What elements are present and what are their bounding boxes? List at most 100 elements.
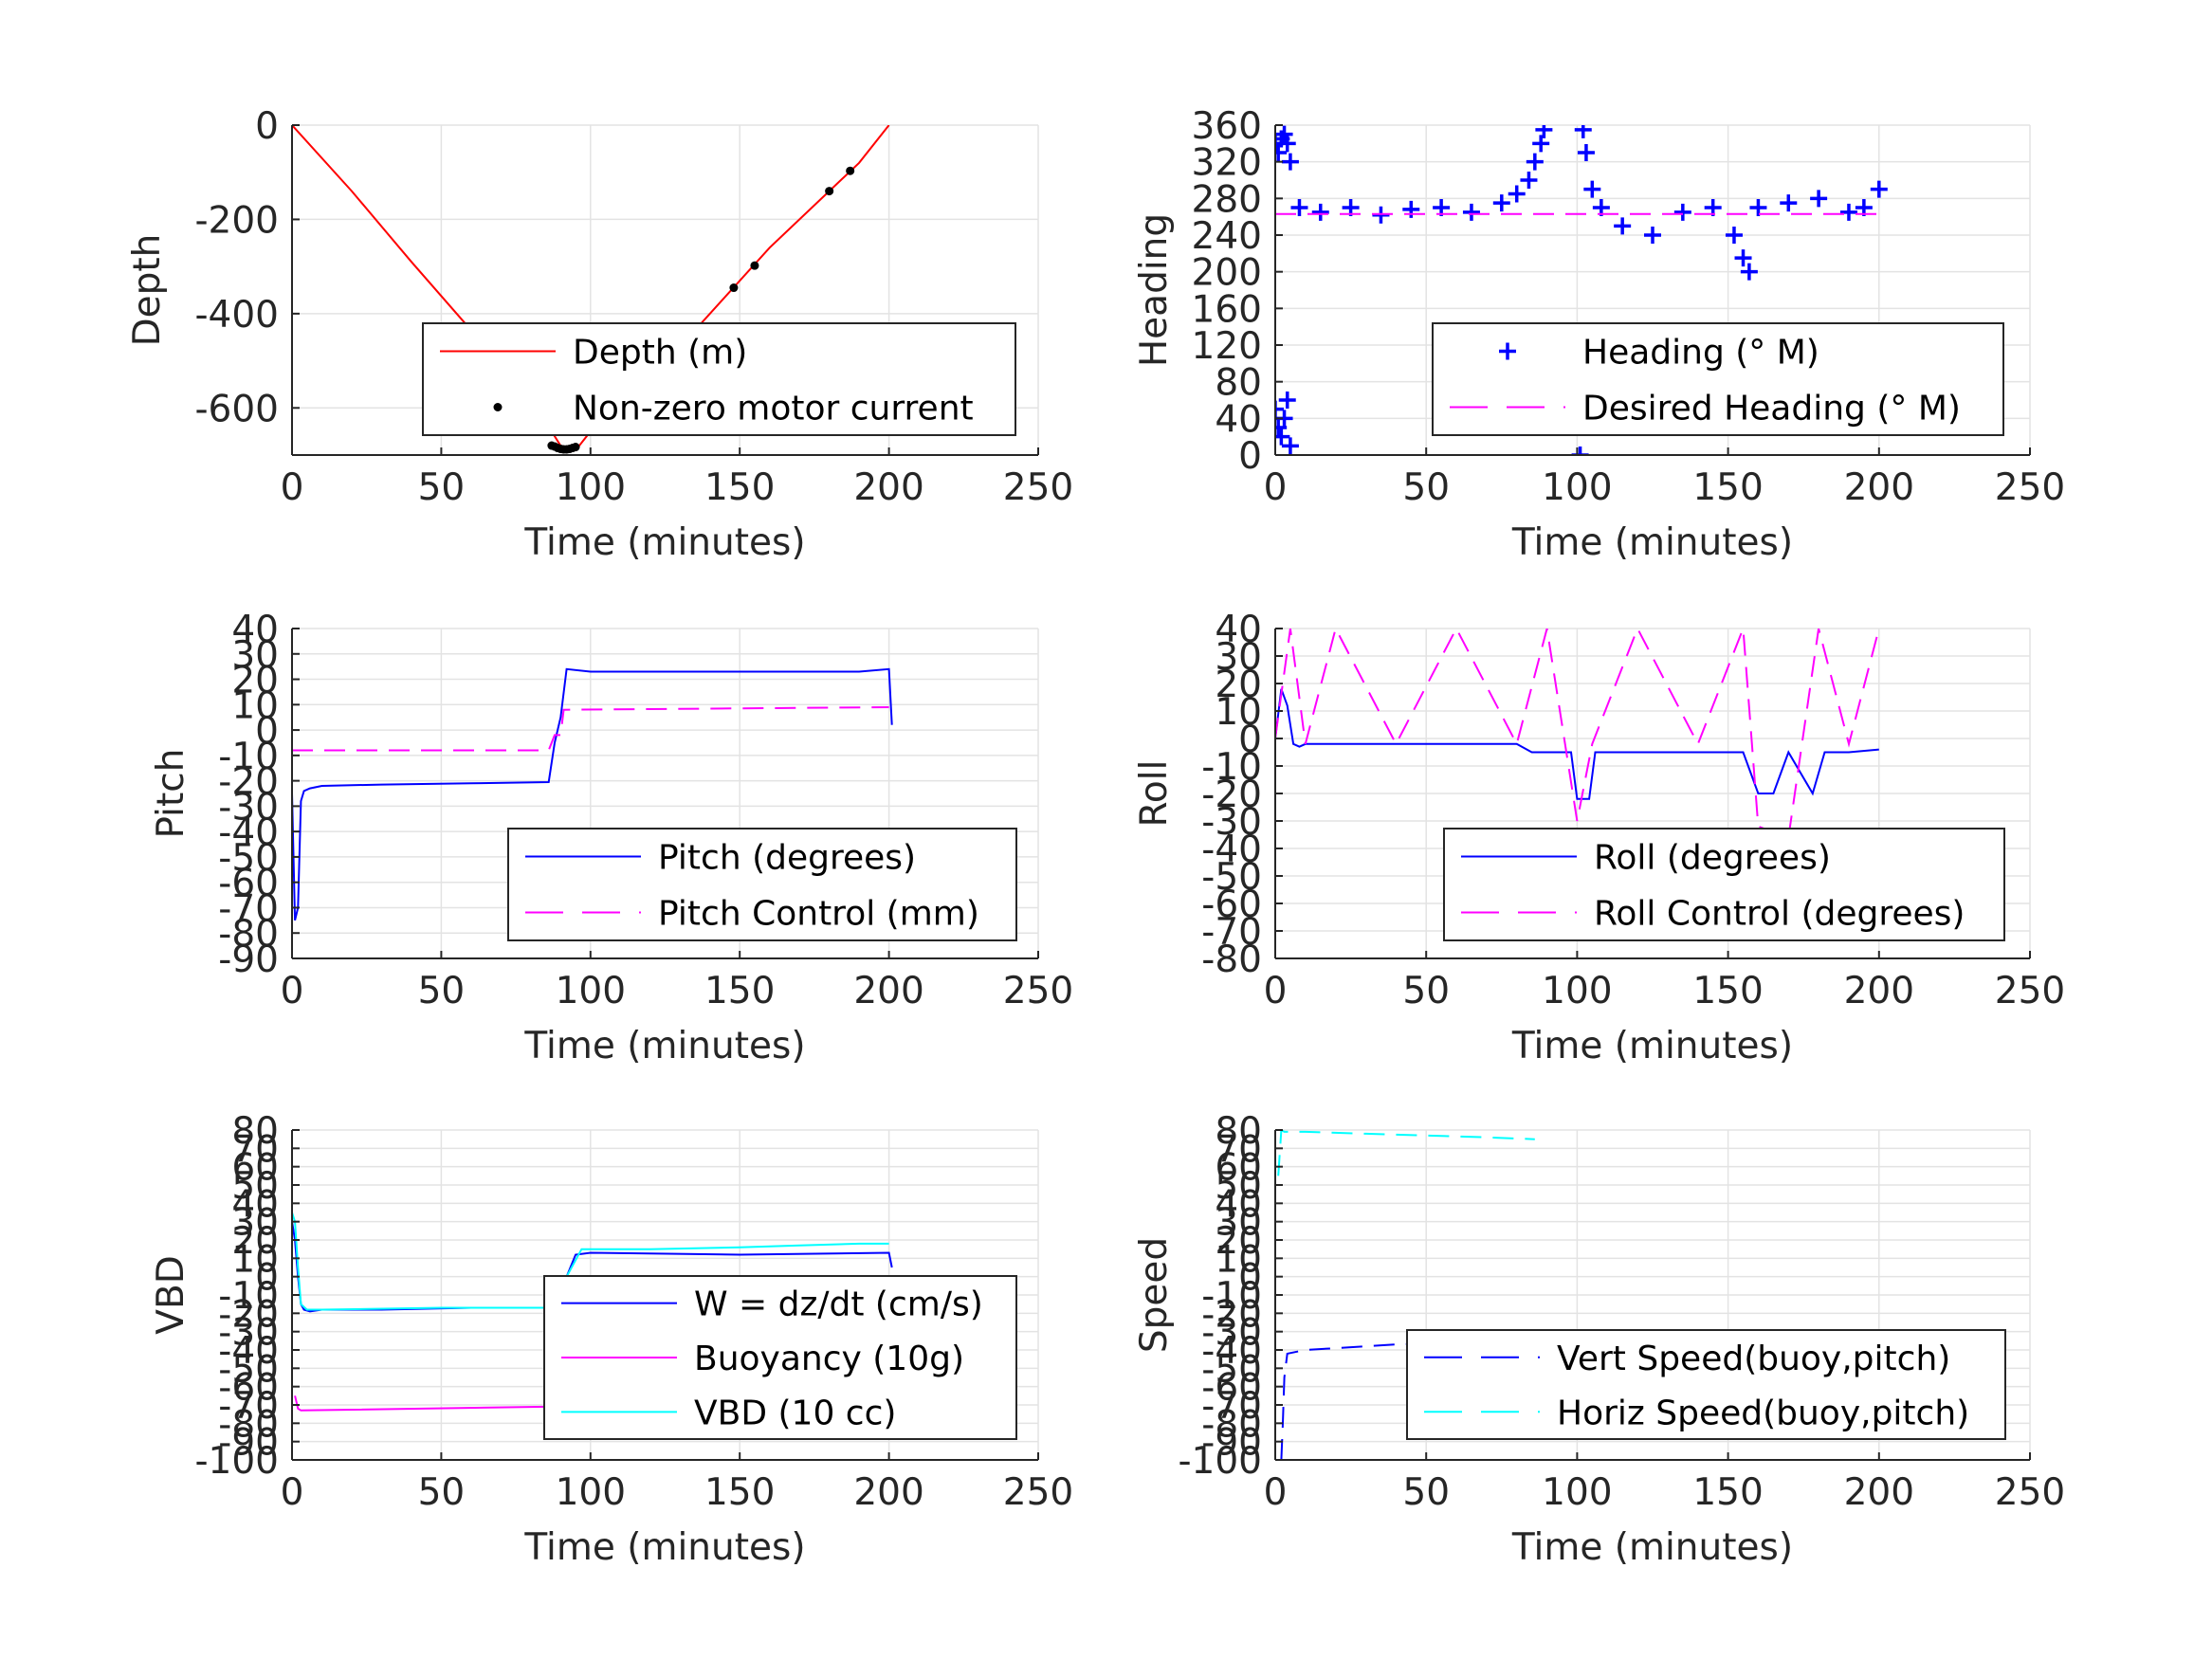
heading-series-0-point: [1311, 203, 1329, 221]
depth-series-1-point: [825, 187, 834, 196]
pitch-y-tick-label: -60: [218, 863, 279, 905]
heading-series-0-point: [1532, 135, 1550, 153]
pitch-y-tick-label: -40: [218, 811, 279, 854]
vbd-y-tick-label: -100: [194, 1440, 279, 1483]
depth-legend-label: Depth (m): [573, 334, 747, 373]
pitch-series-group: [292, 667, 893, 921]
heading-series-0-point: [1749, 199, 1767, 216]
speed-y-tick-label: -60: [1201, 1367, 1262, 1410]
roll-y-tick-label: -80: [1201, 939, 1262, 981]
roll-y-tick-label: -60: [1201, 884, 1262, 926]
depth-y-tick-label: -200: [194, 199, 279, 242]
pitch-y-tick-label: 40: [231, 609, 279, 651]
speed-x-tick-label: 250: [1995, 1471, 2065, 1514]
vbd-x-tick-label: 150: [704, 1471, 775, 1514]
pitch-x-tick-label: 200: [853, 970, 923, 1012]
chart-pitch: 0 50 100 150 200 250403020100-10-20-30-40-50-…: [150, 609, 1073, 1067]
heading-y-tick-label: 280: [1192, 178, 1262, 221]
vbd-y-tick-label: -60: [218, 1367, 279, 1410]
pitch-legend-box: [507, 828, 1017, 941]
heading-series-0-point: [1281, 437, 1299, 455]
heading-y-tick-label: 80: [1215, 362, 1262, 405]
depth-series-0-line: [292, 125, 890, 452]
roll-series-group: [1275, 629, 1880, 839]
depth-x-tick-label: 50: [418, 466, 466, 509]
heading-series-0-point: [1275, 144, 1288, 161]
speed-y-tick-label: 50: [1215, 1165, 1262, 1208]
roll-legend: Roll (degrees) Roll Control (degrees): [1443, 828, 2005, 941]
speed-y-axis-label: Speed: [1133, 1237, 1176, 1353]
heading-series-0-point: [1571, 447, 1589, 455]
heading-y-tick-label: 240: [1192, 215, 1262, 258]
heading-series-0-point: [1526, 153, 1544, 171]
vbd-y-tick-label: -40: [218, 1330, 279, 1373]
speed-y-tick-label: 80: [1215, 1110, 1262, 1153]
chart-heading: 0 50 100 150 200 2500408012016020024028032036…: [1133, 105, 2065, 564]
pitch-y-tick-label: 10: [231, 684, 279, 727]
roll-y-tick-label: 10: [1215, 691, 1262, 734]
vbd-y-tick-label: -70: [218, 1385, 279, 1428]
depth-series-1-point: [729, 283, 739, 293]
pitch-x-tick-label: 100: [556, 970, 626, 1012]
vbd-y-tick-label: -90: [218, 1422, 279, 1465]
pitch-x-tick-label: 0: [281, 970, 304, 1012]
pitch-y-tick-label: 30: [231, 634, 279, 677]
vbd-x-tick-label: 0: [281, 1471, 304, 1514]
heading-x-tick-label: 100: [1542, 466, 1612, 509]
speed-y-tick-label: -80: [1201, 1403, 1262, 1446]
depth-x-axis-label: Time (minutes): [523, 521, 805, 564]
chart-depth: 0 50 100 150 200 250 0 -200 -400 -600 Time (minute…: [126, 105, 1073, 564]
vbd-series-1-line: [294, 1395, 546, 1412]
vbd-x-tick-label: 200: [853, 1471, 923, 1514]
speed-legend-label: Horiz Speed(buoy,pitch): [1557, 1394, 1969, 1432]
depth-y-axis-label: Depth: [126, 234, 169, 347]
speed-y-tick-label: 30: [1215, 1202, 1262, 1245]
heading-series-0-point: [1520, 172, 1538, 189]
pitch-y-tick-label: -90: [218, 939, 279, 981]
vbd-y-tick-label: 70: [231, 1128, 279, 1171]
speed-x-tick-label: 0: [1264, 1471, 1288, 1514]
pitch-x-axis-label: Time (minutes): [523, 1025, 805, 1067]
pitch-y-tick-label: 20: [231, 660, 279, 702]
roll-x-tick-label: 50: [1402, 970, 1450, 1012]
roll-legend-label: Roll (degrees): [1594, 839, 1831, 878]
speed-legend-label: Vert Speed(buoy,pitch): [1557, 1340, 1950, 1378]
pitch-x-tick-label: 50: [418, 970, 466, 1012]
pitch-y-tick-label: -50: [218, 837, 279, 880]
roll-y-tick-label: -10: [1201, 746, 1262, 789]
vbd-y-tick-label: -50: [218, 1348, 279, 1391]
vbd-x-tick-label: 50: [418, 1471, 466, 1514]
roll-legend-label: Roll Control (degrees): [1594, 895, 1965, 934]
roll-x-axis-label: Time (minutes): [1511, 1025, 1793, 1067]
vbd-y-tick-label: -30: [218, 1312, 279, 1355]
speed-y-tick-label: -50: [1201, 1348, 1262, 1391]
speed-y-tick-label: 60: [1215, 1147, 1262, 1190]
heading-x-axis-label: Time (minutes): [1511, 521, 1793, 564]
vbd-y-tick-label: 40: [231, 1183, 279, 1226]
heading-y-tick-label: 200: [1192, 252, 1262, 295]
heading-series-0-point: [1492, 194, 1510, 212]
depth-legend-label: Non-zero motor current: [573, 390, 974, 428]
speed-y-tick-label: -20: [1201, 1293, 1262, 1336]
speed-y-tick-label: -10: [1201, 1275, 1262, 1318]
depth-legend-swatch: [493, 403, 503, 411]
roll-x-tick-label: 200: [1844, 970, 1914, 1012]
depth-x-tick-label: 200: [853, 466, 923, 509]
pitch-x-tick-label: 150: [704, 970, 775, 1012]
pitch-legend: Pitch (degrees) Pitch Control (mm): [507, 828, 1017, 941]
vbd-y-tick-label: -80: [218, 1403, 279, 1446]
pitch-x-tick-label: 250: [1003, 970, 1073, 1012]
heading-legend-label: Heading (° M): [1582, 334, 1819, 373]
pitch-y-tick-label: -30: [218, 786, 279, 829]
vbd-y-tick-label: -10: [218, 1275, 279, 1318]
speed-x-tick-label: 50: [1402, 1471, 1450, 1514]
depth-x-tick-label: 150: [704, 466, 775, 509]
heading-series-0-point: [1810, 190, 1828, 208]
heading-series-0-point: [1614, 217, 1632, 235]
speed-y-tick-label: 0: [1238, 1257, 1262, 1300]
roll-series-0-line: [1275, 688, 1879, 800]
speed-y-tick-label: 70: [1215, 1128, 1262, 1171]
heading-y-tick-label: 360: [1192, 105, 1262, 148]
depth-legend-box: [422, 322, 1016, 436]
